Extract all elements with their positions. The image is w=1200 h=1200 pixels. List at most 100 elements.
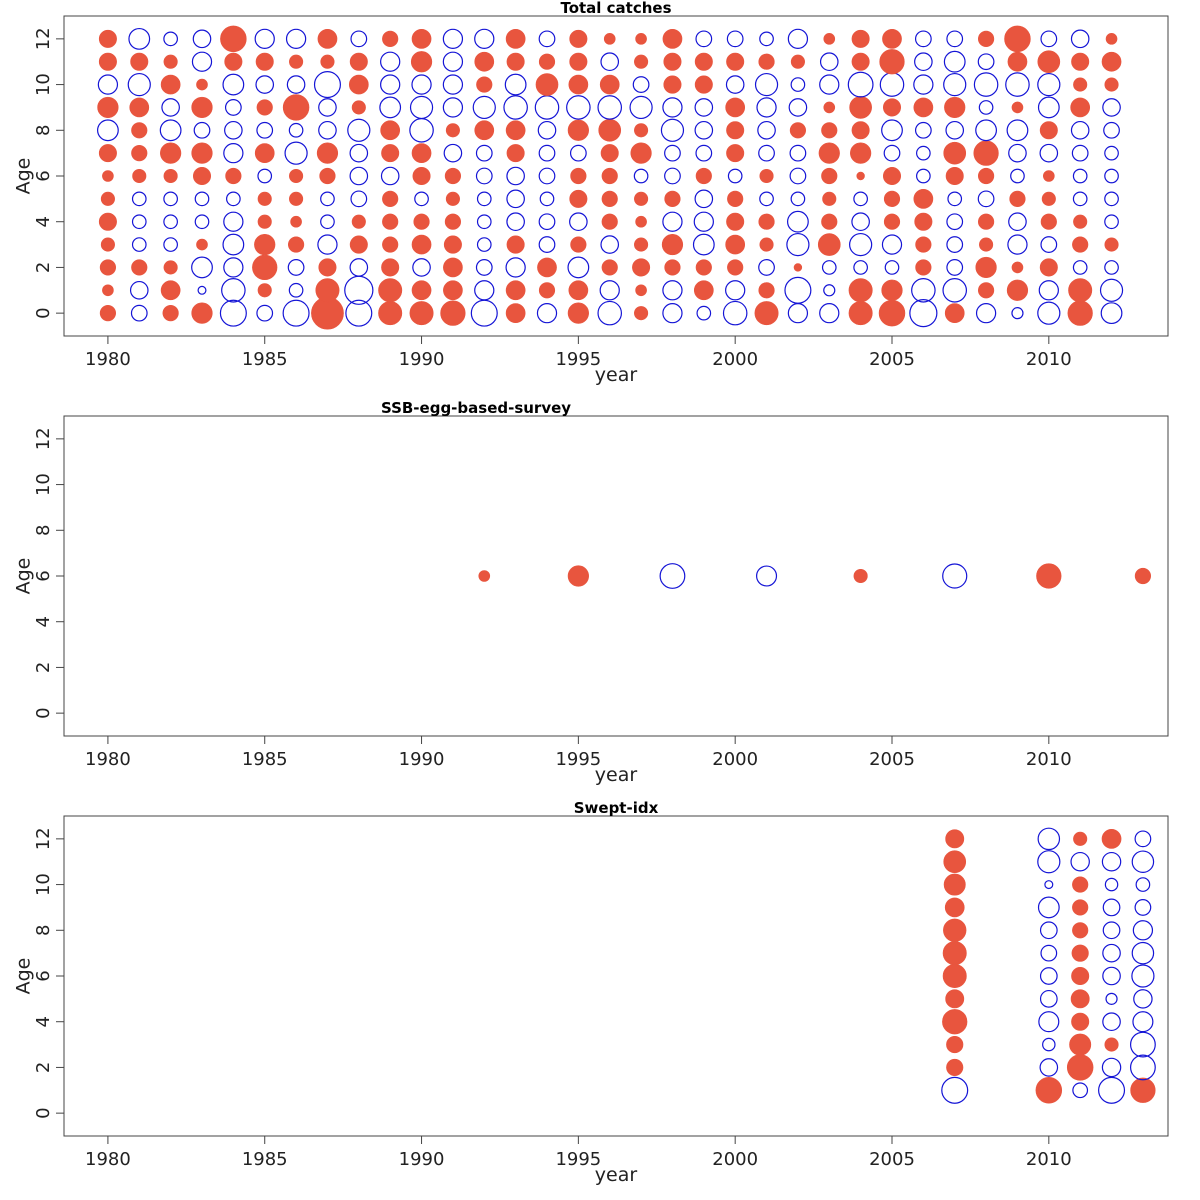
residual-bubble-positive — [693, 280, 714, 301]
residual-bubble-negative — [1007, 234, 1028, 255]
residual-bubble-negative — [1103, 121, 1120, 139]
y-tick-label: 2 — [33, 1062, 54, 1073]
x-axis-title: year — [595, 1164, 638, 1186]
residual-bubble-negative — [349, 166, 369, 186]
residual-bubble-positive — [225, 167, 242, 185]
residual-bubble-positive — [630, 142, 652, 164]
residual-bubble-negative — [287, 259, 305, 276]
residual-bubble-positive — [695, 259, 712, 276]
residual-bubble-negative — [977, 53, 995, 71]
x-tick-label: 1980 — [85, 349, 131, 370]
residual-bubble-negative — [1102, 921, 1121, 940]
residual-bubble-negative — [1040, 236, 1058, 253]
residual-bubble-positive — [1039, 258, 1058, 277]
residual-bubble-negative — [380, 166, 400, 186]
residual-bubble-positive — [505, 120, 526, 141]
residual-bubble-positive — [726, 121, 745, 140]
residual-bubble-negative — [347, 118, 371, 142]
residual-bubble-negative — [412, 258, 431, 277]
residual-bubble-negative — [1044, 880, 1054, 890]
residual-bubble-negative — [1100, 302, 1123, 325]
residual-bubble-negative — [223, 257, 244, 278]
residual-bubble-negative — [537, 120, 557, 140]
residual-bubble-negative — [569, 144, 587, 162]
residual-bubble-negative — [975, 302, 997, 324]
residual-bubble-negative — [600, 52, 620, 72]
residual-bubble-positive — [1073, 77, 1088, 92]
residual-bubble-negative — [1099, 278, 1124, 302]
residual-bubble-positive — [632, 258, 651, 277]
residual-bubble-negative — [1039, 967, 1058, 985]
residual-bubble-negative — [973, 72, 999, 97]
residual-bubble-positive — [879, 49, 905, 75]
residual-bubble-positive — [913, 97, 934, 118]
residual-bubble-positive — [1134, 567, 1151, 585]
x-tick-label: 1995 — [555, 349, 601, 370]
residual-bubble-negative — [504, 73, 527, 96]
x-tick-label: 1990 — [399, 1149, 445, 1170]
y-tick-label: 6 — [33, 170, 54, 181]
residual-bubble-positive — [98, 212, 117, 231]
residual-bubble-negative — [851, 212, 870, 232]
residual-bubble-positive — [163, 260, 178, 275]
residual-bubble-positive — [944, 96, 966, 119]
residual-bubble-positive — [196, 78, 208, 91]
residual-bubble-negative — [1037, 827, 1061, 851]
residual-bubble-negative — [569, 212, 588, 232]
residual-bubble-positive — [506, 235, 525, 254]
residual-bubble-positive — [634, 54, 649, 69]
residual-bubble-positive — [599, 74, 620, 95]
residual-bubble-negative — [1038, 1011, 1060, 1033]
residual-bubble-negative — [662, 302, 683, 324]
residual-bubble-positive — [224, 52, 243, 71]
residual-bubble-positive — [823, 33, 836, 45]
residual-bubble-positive — [601, 259, 618, 276]
residual-bubble-positive — [821, 167, 838, 185]
residual-bubble-negative — [318, 98, 337, 117]
residual-bubble-negative — [191, 51, 213, 72]
residual-bubble-negative — [131, 191, 147, 207]
residual-bubble-negative — [503, 95, 528, 120]
residual-bubble-positive — [1011, 261, 1024, 274]
residual-bubble-negative — [254, 28, 275, 50]
residual-bubble-positive — [978, 282, 995, 299]
residual-bubble-positive — [634, 306, 649, 321]
residual-bubble-positive — [505, 280, 526, 301]
residual-bubble-negative — [380, 74, 401, 95]
residual-bubble-negative — [1134, 899, 1152, 916]
residual-bubble-negative — [790, 191, 806, 207]
residual-bubble-positive — [725, 234, 746, 255]
panel-2: SSB-egg-based-survey 1980 1985 1990 1995 2000… — [13, 399, 1169, 786]
residual-bubble-negative — [1071, 144, 1089, 162]
residual-bubble-positive — [1104, 237, 1119, 252]
residual-bubble-negative — [223, 211, 244, 232]
residual-bubble-positive — [99, 259, 116, 276]
residual-bubble-positive — [1073, 214, 1088, 229]
y-tick-label: 4 — [33, 616, 54, 627]
residual-bubble-positive — [410, 51, 433, 73]
residual-bubble-negative — [1038, 280, 1059, 301]
residual-bubble-negative — [722, 300, 748, 326]
residual-bubble-positive — [848, 278, 873, 303]
residual-bubble-negative — [1072, 191, 1088, 207]
residual-bubble-negative — [914, 121, 932, 139]
y-tick-label: 0 — [33, 707, 54, 718]
residual-bubble-negative — [163, 214, 178, 230]
residual-bubble-negative — [853, 191, 868, 207]
residual-bubble-positive — [979, 237, 994, 252]
residual-bubble-negative — [1070, 120, 1090, 140]
residual-bubble-negative — [823, 284, 836, 297]
residual-bubble-positive — [634, 191, 649, 206]
residual-bubble-positive — [1104, 1037, 1119, 1052]
residual-bubble-negative — [318, 120, 337, 140]
residual-bubble-negative — [1039, 921, 1058, 940]
residual-bubble-negative — [916, 168, 931, 184]
residual-bubble-negative — [1105, 992, 1118, 1005]
residual-bubble-negative — [1008, 143, 1027, 163]
residual-bubble-positive — [851, 29, 870, 48]
residual-bubble-negative — [881, 119, 903, 142]
residual-bubble-positive — [601, 190, 618, 207]
residual-bubble-negative — [320, 214, 335, 230]
residual-bubble-positive — [567, 302, 589, 324]
residual-bubble-positive — [882, 29, 902, 49]
